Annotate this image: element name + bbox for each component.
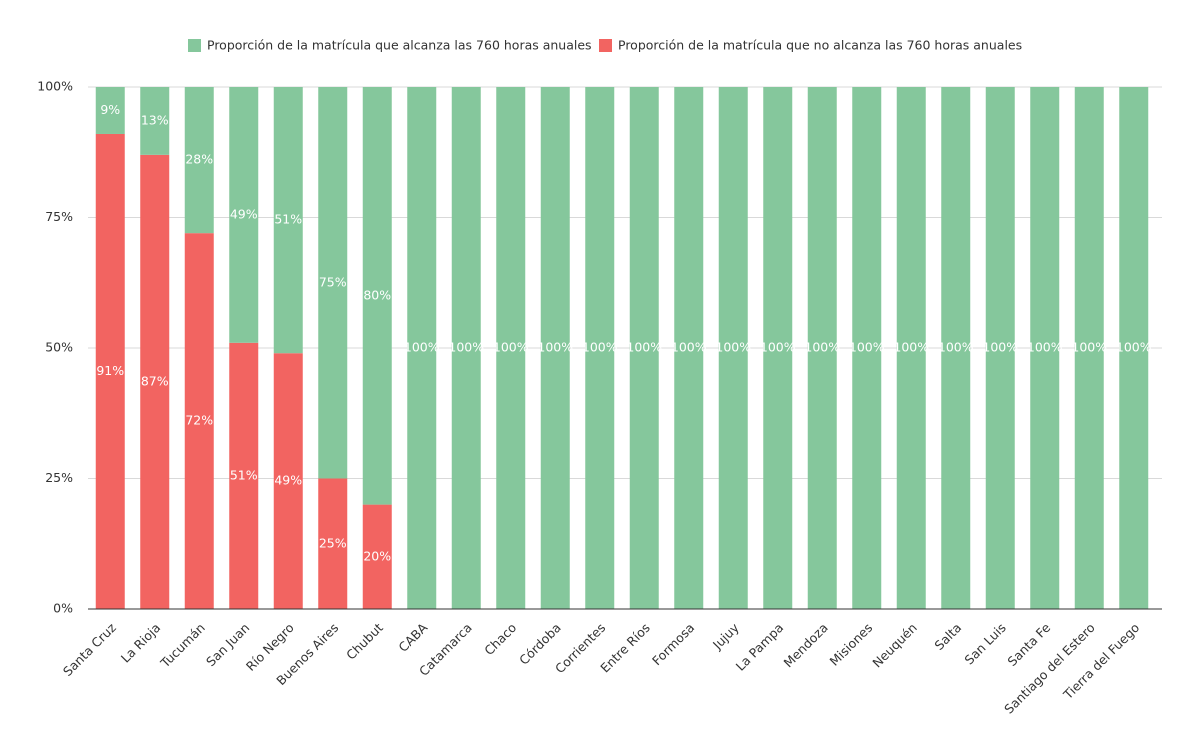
data-label: 28% [185,152,213,167]
data-label: 100% [760,340,796,355]
bar-segment [718,87,748,609]
data-label: 51% [274,212,302,227]
x-tick-label: Neuquén [869,620,920,671]
data-label: 80% [363,287,391,302]
bar-segment [629,87,659,609]
x-tick-label: La Pampa [733,620,787,674]
data-label: 72% [185,413,213,428]
bar-segment [95,87,125,134]
x-tick-label: Chaco [481,620,519,658]
y-tick-label: 25% [45,470,73,485]
bar-segment [1119,87,1149,609]
data-label: 75% [319,274,347,289]
x-tick-label: Jujuy [709,620,742,653]
bar-segment [540,87,570,609]
data-label: 100% [938,340,974,355]
data-label: 49% [230,206,258,221]
bar-segment [1030,87,1060,609]
bar-segment [807,87,837,609]
bar-segment [95,133,125,610]
x-tick-label: Tucumán [157,620,208,671]
bar-segment [229,87,259,343]
data-label: 100% [537,340,573,355]
x-tick-label: Formosa [649,620,697,668]
data-label: 100% [1071,340,1107,355]
data-label: 100% [671,340,707,355]
data-label: 51% [230,467,258,482]
bar-segment [140,87,170,155]
x-tick-label: CABA [395,620,430,655]
bar-segment [985,87,1015,609]
x-tick-label: Mendoza [780,620,830,670]
y-tick-label: 100% [37,79,73,94]
legend-swatch [188,39,201,52]
legend-label: Proporción de la matrícula que no alcanz… [618,38,1022,53]
x-tick-label: Chubut [343,620,386,663]
x-tick-label: Salta [931,620,964,653]
y-tick-label: 50% [45,340,73,355]
data-label: 100% [404,340,440,355]
bar-segment [273,353,303,609]
data-label: 100% [1027,340,1063,355]
data-label: 91% [96,363,124,378]
data-label: 87% [141,373,169,388]
bar-segment [941,87,971,609]
x-tick-label: Misiones [827,620,876,669]
data-label: 20% [363,548,391,563]
data-label: 49% [274,473,302,488]
y-tick-label: 75% [45,209,73,224]
bar-segment [451,87,481,609]
bar-segment [496,87,526,609]
data-label: 100% [715,340,751,355]
data-label: 100% [1116,340,1152,355]
data-label: 100% [849,340,885,355]
x-tick-label: Tierra del Fuego [1060,620,1143,703]
bar-segment [318,478,348,609]
bar-segment [407,87,437,609]
x-tick-label: San Luis [961,620,1008,667]
x-tick-label: La Rioja [118,620,164,666]
y-tick-label: 0% [53,601,73,616]
data-label: 100% [626,340,662,355]
x-tick-label: Santa Cruz [60,620,119,679]
legend-label: Proporción de la matrícula que alcanza l… [207,38,592,53]
data-label: 100% [582,340,618,355]
data-label: 13% [141,112,169,127]
data-label: 100% [493,340,529,355]
bar-segment [674,87,704,609]
bar-segment [362,87,392,505]
legend-swatch [599,39,612,52]
bar-segment [184,233,214,609]
bar-segment [1074,87,1104,609]
bar-segment [896,87,926,609]
data-label: 100% [448,340,484,355]
data-label: 100% [893,340,929,355]
data-label: 100% [982,340,1018,355]
bar-segment [585,87,615,609]
bar-segment [229,342,259,609]
bar-segment [362,504,392,609]
bar-segment [184,87,214,234]
bar-segment [140,154,170,610]
data-label: 25% [319,535,347,550]
bar-segment [852,87,882,609]
bar-segment [273,87,303,354]
bar-segment [763,87,793,609]
bar-segment [318,87,348,479]
data-label: 9% [100,102,120,117]
data-label: 100% [804,340,840,355]
